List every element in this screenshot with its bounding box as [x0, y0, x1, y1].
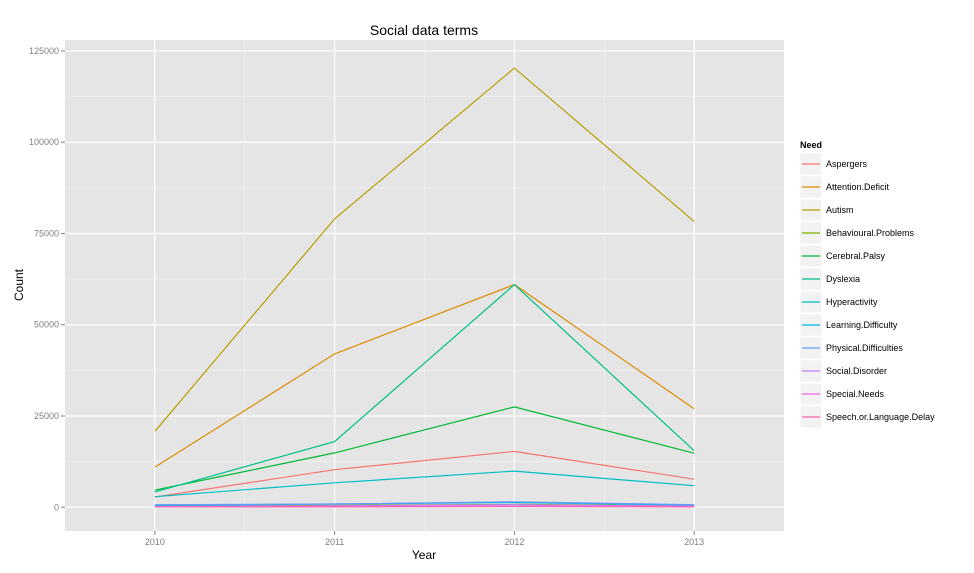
series-line-attention-deficit	[154, 283, 695, 468]
series-line-aspergers	[154, 450, 695, 498]
legend-label: Speech.or.Language.Delay	[826, 412, 935, 422]
legend-label: Behavioural.Problems	[826, 228, 915, 238]
legend-item-social-disorder: Social.Disorder	[799, 359, 887, 383]
legend-label: Special.Needs	[826, 389, 885, 399]
legend-label: Autism	[826, 205, 854, 215]
legend: Need Aspergers Attention.Deficit Autism Beh…	[799, 140, 935, 429]
legend-item-aspergers: Aspergers	[799, 152, 868, 176]
grid	[65, 40, 784, 531]
legend-item-speech-or-language-delay: Speech.or.Language.Delay	[799, 405, 935, 429]
y-tick-label: 125000	[29, 46, 59, 56]
y-tick-label: 75000	[34, 228, 59, 238]
legend-item-special-needs: Special.Needs	[799, 382, 885, 406]
legend-item-hyperactivity: Hyperactivity	[799, 290, 878, 314]
y-tick-label: 25000	[34, 411, 59, 421]
legend-item-learning-difficulty: Learning.Difficulty	[799, 313, 898, 337]
x-axis-title: Year	[412, 548, 436, 562]
legend-label: Hyperactivity	[826, 297, 878, 307]
chart-title: Social data terms	[370, 22, 478, 38]
legend-label: Physical.Difficulties	[826, 343, 903, 353]
y-axis-title: Count	[12, 268, 26, 301]
series-line-cerebral-palsy	[154, 406, 695, 491]
legend-label: Aspergers	[826, 159, 868, 169]
legend-item-cerebral-palsy: Cerebral.Palsy	[799, 244, 886, 268]
legend-item-physical-difficulties: Physical.Difficulties	[799, 336, 903, 360]
legend-item-dyslexia: Dyslexia	[799, 267, 860, 291]
series-line-hyperactivity	[154, 470, 695, 498]
x-tick-label: 2012	[504, 537, 524, 547]
x-axis: 2010 2011 2012 2013	[145, 531, 704, 547]
y-tick-label: 100000	[29, 137, 59, 147]
y-tick-label: 0	[54, 502, 59, 512]
legend-item-behavioural-problems: Behavioural.Problems	[799, 221, 915, 245]
legend-label: Social.Disorder	[826, 366, 887, 376]
x-tick-label: 2013	[684, 537, 704, 547]
legend-label: Dyslexia	[826, 274, 860, 284]
series-line-physical-difficulties	[154, 501, 695, 506]
legend-label: Learning.Difficulty	[826, 320, 898, 330]
x-tick-label: 2010	[145, 537, 165, 547]
legend-title: Need	[800, 140, 822, 150]
y-tick-label: 50000	[34, 320, 59, 330]
legend-label: Attention.Deficit	[826, 182, 890, 192]
legend-item-attention-deficit: Attention.Deficit	[799, 175, 890, 199]
series-line-dyslexia	[154, 283, 695, 493]
y-axis: 0 25000 50000 75000 100000 125000	[29, 46, 65, 512]
legend-label: Cerebral.Palsy	[826, 251, 886, 261]
series-lines	[154, 67, 695, 508]
x-tick-label: 2011	[325, 537, 344, 547]
series-line-autism	[154, 67, 695, 432]
legend-item-autism: Autism	[799, 198, 854, 222]
